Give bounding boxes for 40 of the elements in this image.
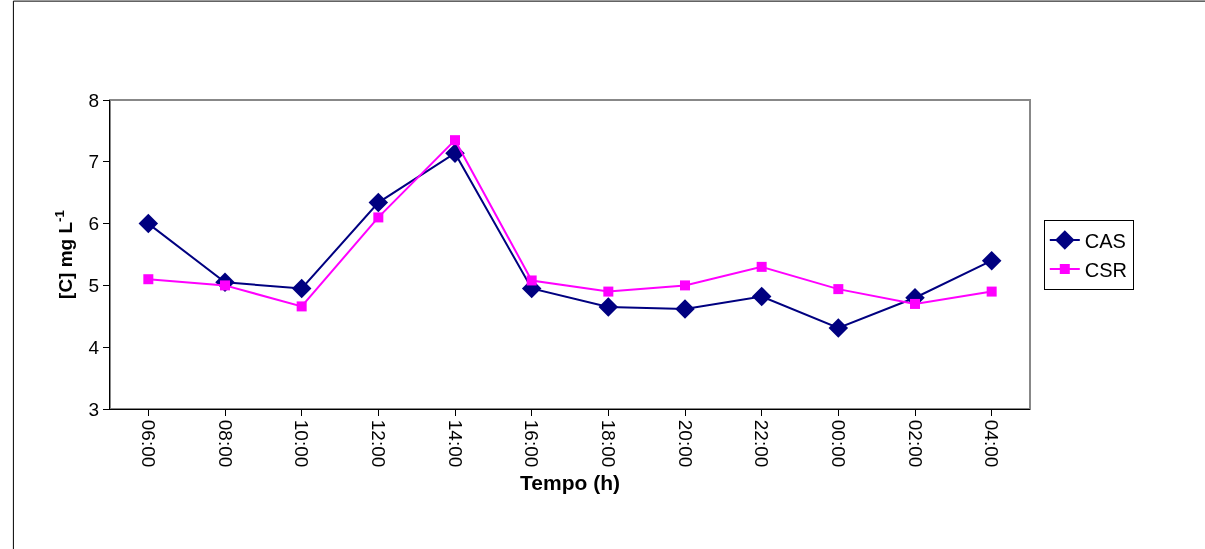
x-tick-label: 22:00 [751, 419, 773, 468]
x-tick-label: 10:00 [291, 419, 313, 468]
point [598, 297, 619, 317]
y-tick-label: 4 [88, 336, 100, 358]
x-tick-label: 08:00 [214, 419, 236, 468]
x-tick-label: 18:00 [598, 419, 620, 468]
x-axis-title: Tempo (h) [520, 470, 620, 494]
x-tick-label: 04:00 [981, 419, 1003, 468]
y-tick-label: 7 [88, 151, 100, 173]
point [675, 299, 695, 319]
x-tick-label: 06:00 [138, 419, 160, 468]
point [368, 192, 389, 213]
point [143, 274, 154, 285]
point [751, 286, 772, 307]
point [373, 212, 384, 223]
point [296, 301, 307, 312]
legend-label: CSR [1084, 258, 1128, 281]
y-tick-label: 6 [88, 213, 100, 235]
point [756, 261, 767, 272]
y-tick-label: 8 [88, 89, 100, 111]
x-tick-label: 16:00 [521, 419, 543, 468]
point [291, 278, 312, 299]
point [138, 213, 159, 234]
x-tick-label: 12:00 [368, 419, 390, 468]
point [833, 284, 844, 295]
x-tick-label: 20:00 [674, 419, 696, 468]
legend-label: CAS [1084, 229, 1126, 252]
point [680, 280, 690, 291]
point [526, 275, 537, 286]
point [981, 250, 1002, 271]
point [828, 318, 849, 338]
point [986, 286, 997, 297]
point [603, 286, 614, 297]
x-tick-label: 00:00 [828, 419, 850, 468]
y-tick-label: 3 [88, 398, 100, 420]
x-tick-label: 14:00 [444, 419, 466, 468]
x-tick-label: 02:00 [904, 419, 926, 468]
point [450, 135, 460, 146]
y-tick-label: 5 [88, 275, 100, 297]
point [910, 298, 920, 309]
